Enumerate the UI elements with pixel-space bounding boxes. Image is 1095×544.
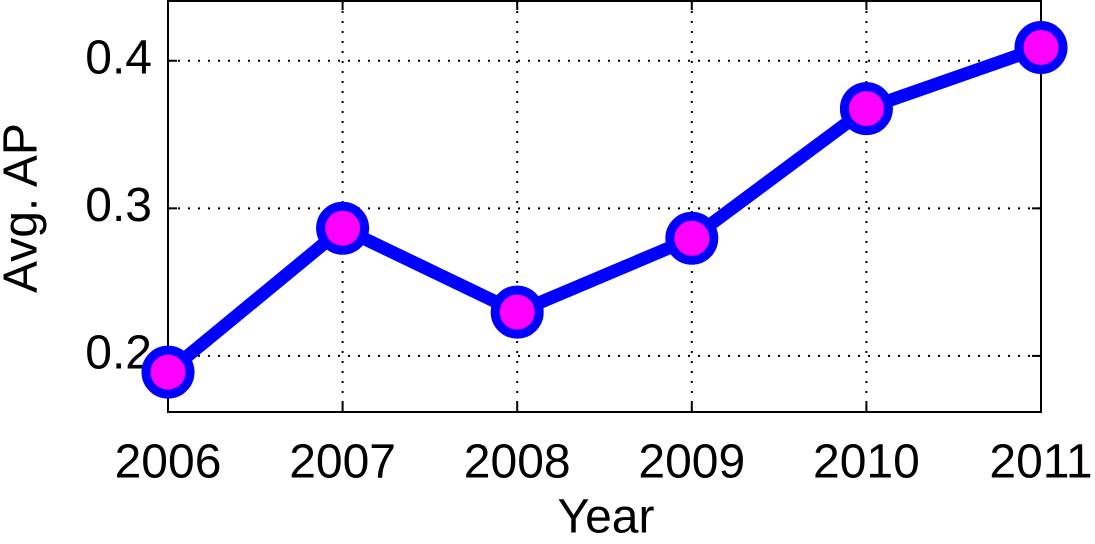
marker xyxy=(490,285,544,339)
y-tick-label: 0.3 xyxy=(85,179,152,232)
x-tick-label: 2008 xyxy=(464,436,571,489)
marker xyxy=(316,201,370,255)
x-tick-label: 2006 xyxy=(115,436,222,489)
y-axis-label: Avg. AP xyxy=(0,123,48,293)
marker xyxy=(1014,20,1068,74)
y-tick-label: 0.2 xyxy=(85,327,152,380)
x-axis-label: Year xyxy=(558,491,655,544)
marker xyxy=(141,345,195,399)
marker xyxy=(839,82,893,136)
x-tick-label: 2010 xyxy=(813,436,920,489)
x-tick-label: 2009 xyxy=(638,436,745,489)
x-tick-label: 2007 xyxy=(289,436,396,489)
marker xyxy=(665,211,719,265)
y-tick-label: 0.4 xyxy=(85,31,152,84)
x-tick-label: 2011 xyxy=(989,436,1092,489)
line xyxy=(163,41,1044,378)
plot-frame xyxy=(167,0,1042,413)
